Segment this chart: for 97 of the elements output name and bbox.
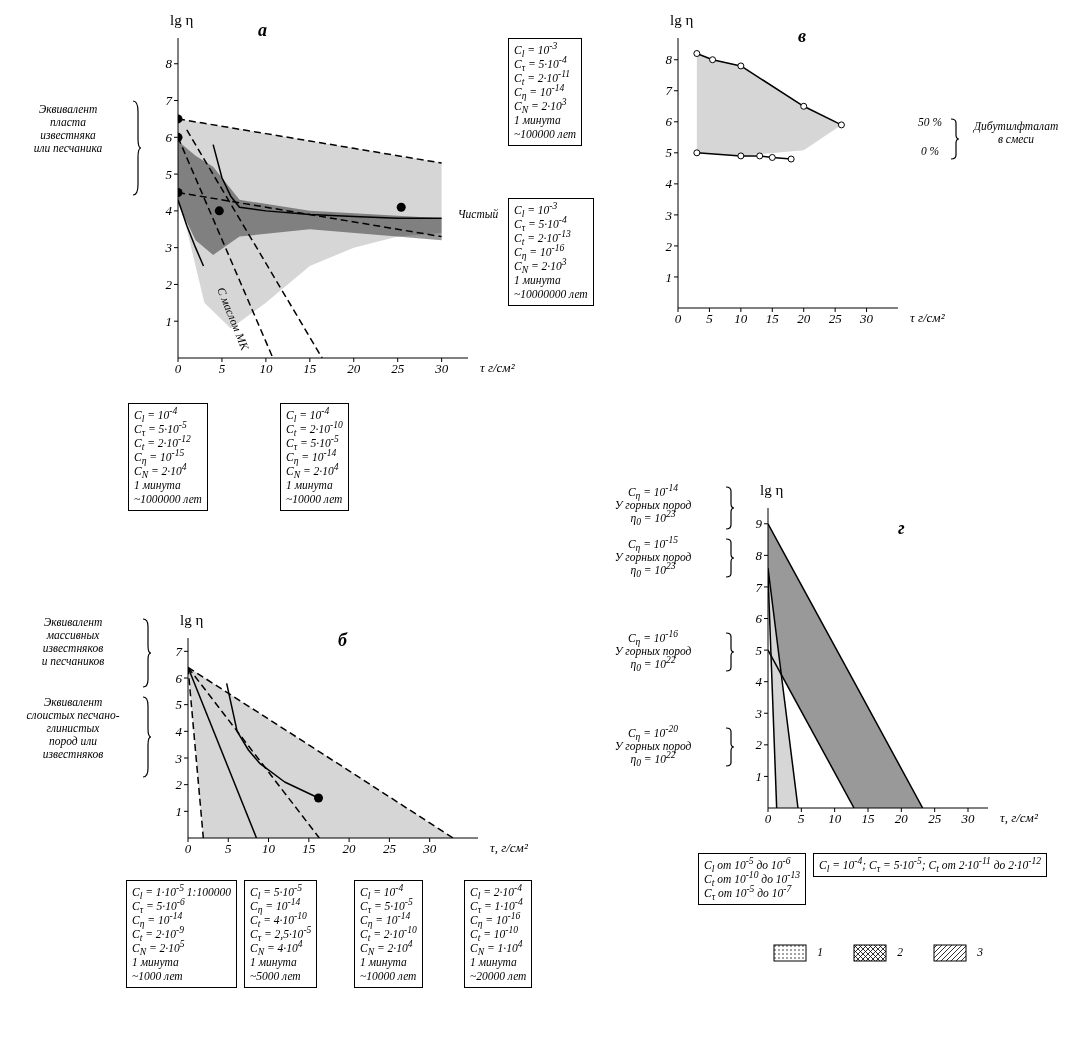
x-tick-label: 10 xyxy=(262,841,276,857)
x-axis-title: τ г/см² xyxy=(480,360,515,376)
y-tick-label: 1 xyxy=(175,803,182,819)
text: C$_{η}$ = 10$^{-14}$ У горных пород η$_{0}$ = 10$^{23}$ xyxy=(614,482,692,528)
y-tick-label: 8 xyxy=(755,547,763,563)
text: C$_{l}$ = 10$^{-4}$ C$_{τ}$ = 5·10$^{-5}$ C$_{η}$ = 10$^{-14}$ C$_{t}$ = 2·10$^{-10}$ C$_{N}$ = 2·10$^{4}$ 1 минута ~10000 лет xyxy=(360,882,417,982)
y-tick-label: 6 xyxy=(175,670,183,686)
x-axis-title: τ, г/см² xyxy=(1000,810,1038,826)
y-tick-label: 7 xyxy=(755,579,763,595)
x-tick-label: 5 xyxy=(706,311,714,327)
y-axis-title: lg η xyxy=(670,12,694,29)
x-tick-label: 0 xyxy=(674,311,682,327)
text: 0 % xyxy=(919,145,941,158)
x-tick-label: 5 xyxy=(798,811,806,827)
x-tick-label: 30 xyxy=(960,811,975,827)
text: C$_{l}$ = 10$^{-3}$ C$_{τ}$ = 5·10$^{-4}$ C$_{t}$ = 2·10$^{-13}$ C$_{η}$ = 10$^{-16}$ C$_{N}$ = 2·10$^{3}$ 1 минута ~10000000 лет xyxy=(514,200,588,300)
chart-title: а xyxy=(258,20,267,41)
x-tick-label: 10 xyxy=(259,361,273,377)
x-tick-label: 0 xyxy=(764,811,772,827)
x-tick-label: 30 xyxy=(422,841,437,857)
y-tick-label: 4 xyxy=(665,176,673,192)
y-tick-label: 1 xyxy=(165,313,172,329)
text: C$_{l}$ = 5·10$^{-5}$ C$_{η}$ = 10$^{-14}$ C$_{t}$ = 4·10$^{-10}$ C$_{τ}$ = 2,5·10$^{-5}$ C$_{N}$ = 4·10$^{4}$ 1 минута ~5000 лет xyxy=(250,882,312,982)
x-tick-label: 15 xyxy=(765,311,780,327)
y-tick-label: 2 xyxy=(165,277,173,293)
y-tick-label: 8 xyxy=(665,52,673,68)
x-tick-label: 25 xyxy=(391,361,405,377)
text: C$_{η}$ = 10$^{-15}$ У горных пород η$_{0}$ = 10$^{23}$ xyxy=(614,534,692,580)
x-axis-title: τ г/см² xyxy=(910,310,945,326)
y-tick-label: 6 xyxy=(165,129,173,145)
x-tick-label: 25 xyxy=(828,311,843,327)
text: Эквивалент слоистых песчано- глинистых пород или известняков xyxy=(25,696,121,761)
x-tick-label: 5 xyxy=(225,841,233,857)
text: 1 xyxy=(816,946,824,959)
text: г xyxy=(898,518,905,539)
x-tick-label: 30 xyxy=(434,361,449,377)
text: C$_{l}$ = 2·10$^{-4}$ C$_{τ}$ = 1·10$^{-4}$ C$_{η}$ = 10$^{-16}$ C$_{t}$ = 10$^{-10}$ C$_{N}$ = 1·10$^{4}$ 1 минута ~20000 лет xyxy=(470,882,527,982)
y-tick-label: 7 xyxy=(165,93,173,109)
text: Эквивалент массивных известняков и песчаников xyxy=(40,616,106,668)
y-tick-label: 2 xyxy=(665,238,673,254)
x-tick-label: 10 xyxy=(828,811,842,827)
y-axis-title: lg η xyxy=(760,482,784,499)
chart-title: б xyxy=(338,630,347,651)
y-tick-label: 3 xyxy=(664,207,673,223)
y-tick-label: 7 xyxy=(175,643,183,659)
text: C$_{l}$ = 10$^{-4}$ C$_{τ}$ = 5·10$^{-5}$ C$_{t}$ = 2·10$^{-12}$ C$_{η}$ = 10$^{-15}$ C$_{N}$ = 2·10$^{4}$ 1 минута ~1000000 лет xyxy=(134,405,202,505)
x-tick-label: 0 xyxy=(184,841,192,857)
text: Эквивалент пласта известняка или песчаника xyxy=(32,103,104,155)
x-tick-label: 15 xyxy=(861,811,875,827)
text: Дибутилфталат в смеси xyxy=(972,120,1060,146)
y-tick-label: 2 xyxy=(175,777,183,793)
x-tick-label: 20 xyxy=(797,311,811,327)
y-tick-label: 4 xyxy=(165,203,173,219)
y-axis-title: lg η xyxy=(180,612,204,629)
x-tick-label: 0 xyxy=(174,361,182,377)
x-axis-title: τ, г/см² xyxy=(490,840,528,856)
y-tick-label: 3 xyxy=(754,705,763,721)
y-tick-label: 6 xyxy=(665,114,673,130)
x-tick-label: 15 xyxy=(303,361,317,377)
y-tick-label: 1 xyxy=(665,269,672,285)
y-tick-label: 3 xyxy=(174,750,183,766)
y-tick-label: 3 xyxy=(164,240,173,256)
y-tick-label: 6 xyxy=(755,611,763,627)
y-tick-label: 8 xyxy=(165,56,173,72)
y-tick-label: 4 xyxy=(755,674,763,690)
y-tick-label: 9 xyxy=(755,516,763,532)
y-tick-label: 4 xyxy=(175,723,183,739)
text: C$_{η}$ = 10$^{-20}$ У горных пород η$_{0}$ = 10$^{22}$ xyxy=(614,723,692,769)
x-tick-label: 25 xyxy=(928,811,942,827)
x-tick-label: 20 xyxy=(894,811,909,827)
x-tick-label: 15 xyxy=(302,841,316,857)
y-tick-label: 5 xyxy=(175,697,183,713)
text: C$_{l}$ = 10$^{-4}$; C$_{τ}$ = 5·10$^{-5}$; C$_{t}$ от 2·10$^{-11}$ до 2·10$^{-12}$ xyxy=(819,855,1042,875)
x-tick-label: 10 xyxy=(734,311,748,327)
text: 2 xyxy=(896,946,904,959)
text: C$_{l}$ = 10$^{-3}$ C$_{τ}$ = 5·10$^{-4}$ C$_{t}$ = 2·10$^{-11}$ C$_{η}$ = 10$^{-14}$ C$_{N}$ = 2·10$^{3}$ 1 минута ~100000 лет xyxy=(514,40,577,140)
x-tick-label: 20 xyxy=(342,841,357,857)
text: C$_{η}$ = 10$^{-16}$ У горных пород η$_{0}$ = 10$^{22}$ xyxy=(614,628,692,674)
y-axis-title: lg η xyxy=(170,12,194,29)
x-tick-label: 30 xyxy=(859,311,874,327)
y-tick-label: 1 xyxy=(755,769,762,785)
text: 3 xyxy=(976,946,984,959)
y-tick-label: 5 xyxy=(665,145,673,161)
x-tick-label: 5 xyxy=(218,361,226,377)
text: C$_{l}$ = 1·10$^{-5}$ 1:100000 C$_{τ}$ = 5·10$^{-6}$ C$_{η}$ = 10$^{-14}$ C$_{t}$ = 2·10$^{-9}$ C$_{N}$ = 2·10$^{5}$ 1 минута ~1000 лет xyxy=(132,882,231,982)
text: C$_{l}$ = 10$^{-4}$ C$_{t}$ = 2·10$^{-10}$ C$_{τ}$ = 5·10$^{-5}$ C$_{η}$ = 10$^{-14}$ C$_{N}$ = 2·10$^{4}$ 1 минута ~10000 лет xyxy=(286,405,343,505)
y-tick-label: 5 xyxy=(165,166,173,182)
x-tick-label: 20 xyxy=(347,361,361,377)
annotation: Чистый xyxy=(456,208,500,221)
y-tick-label: 2 xyxy=(755,737,763,753)
annotation: С маслом МК xyxy=(215,285,252,352)
text: C$_{l}$ от 10$^{-5}$ до 10$^{-6}$ C$_{t}$ от 10$^{-10}$ до 10$^{-13}$ C$_{τ}$ от 10$^{-5}$ до 10$^{-7}$ xyxy=(704,855,801,903)
text: 50 % xyxy=(917,116,943,129)
y-tick-label: 5 xyxy=(755,642,763,658)
chart-title: в xyxy=(798,26,807,47)
y-tick-label: 7 xyxy=(665,83,673,99)
x-tick-label: 25 xyxy=(382,841,397,857)
